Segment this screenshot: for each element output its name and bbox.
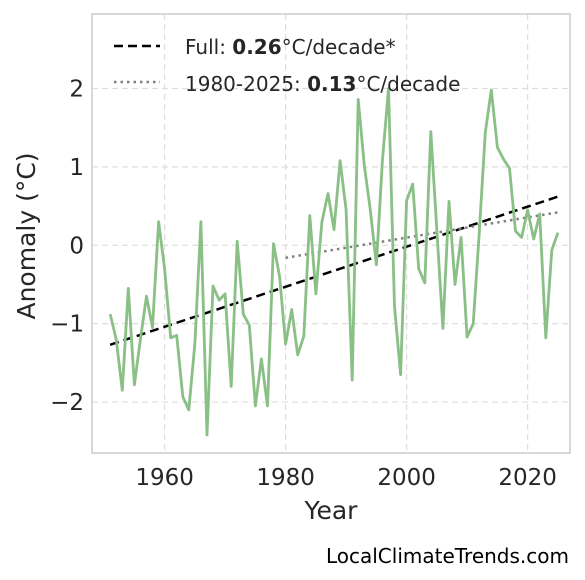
series-layer [108, 87, 560, 437]
legend-recent-prefix: 1980-2025: [185, 72, 307, 96]
watermark: LocalClimateTrends.com [325, 544, 569, 568]
x-tick-label: 2020 [498, 465, 557, 491]
x-tick-label: 2000 [377, 465, 436, 491]
legend-recent-label: 1980-2025: 0.13°C/decade [185, 72, 460, 96]
legend-recent-value: 0.13 [307, 72, 356, 96]
trend-line-full [109, 195, 559, 347]
tick-labels: 1960 1980 2000 2020 −2 −1 0 1 2 [50, 76, 557, 491]
legend-full-prefix: Full: [185, 35, 232, 59]
anomaly-series-line [108, 87, 560, 437]
legend-recent-suffix: °C/decade [356, 72, 460, 96]
legend-full-label: Full: 0.26°C/decade* [185, 35, 396, 59]
legend-full-suffix: °C/decade* [282, 35, 396, 59]
x-tick-label: 1980 [256, 465, 315, 491]
x-tick-label: 1960 [135, 465, 194, 491]
trend-lines [109, 195, 559, 347]
trend-line-1980-2025 [285, 211, 559, 260]
y-tick-label: −2 [50, 390, 84, 416]
y-tick-label: −1 [50, 312, 84, 338]
grid [92, 14, 570, 453]
y-axis-title: Anomaly (°C) [12, 152, 41, 319]
legend-full-value: 0.26 [232, 35, 281, 59]
y-tick-label: 0 [69, 233, 84, 259]
plot-background [92, 14, 570, 453]
x-axis-title: Year [304, 496, 359, 525]
y-tick-label: 1 [69, 155, 84, 181]
y-tick-label: 2 [69, 76, 84, 102]
legend: Full: 0.26°C/decade* 1980-2025: 0.13°C/d… [114, 35, 460, 96]
plot-frame [91, 13, 571, 454]
